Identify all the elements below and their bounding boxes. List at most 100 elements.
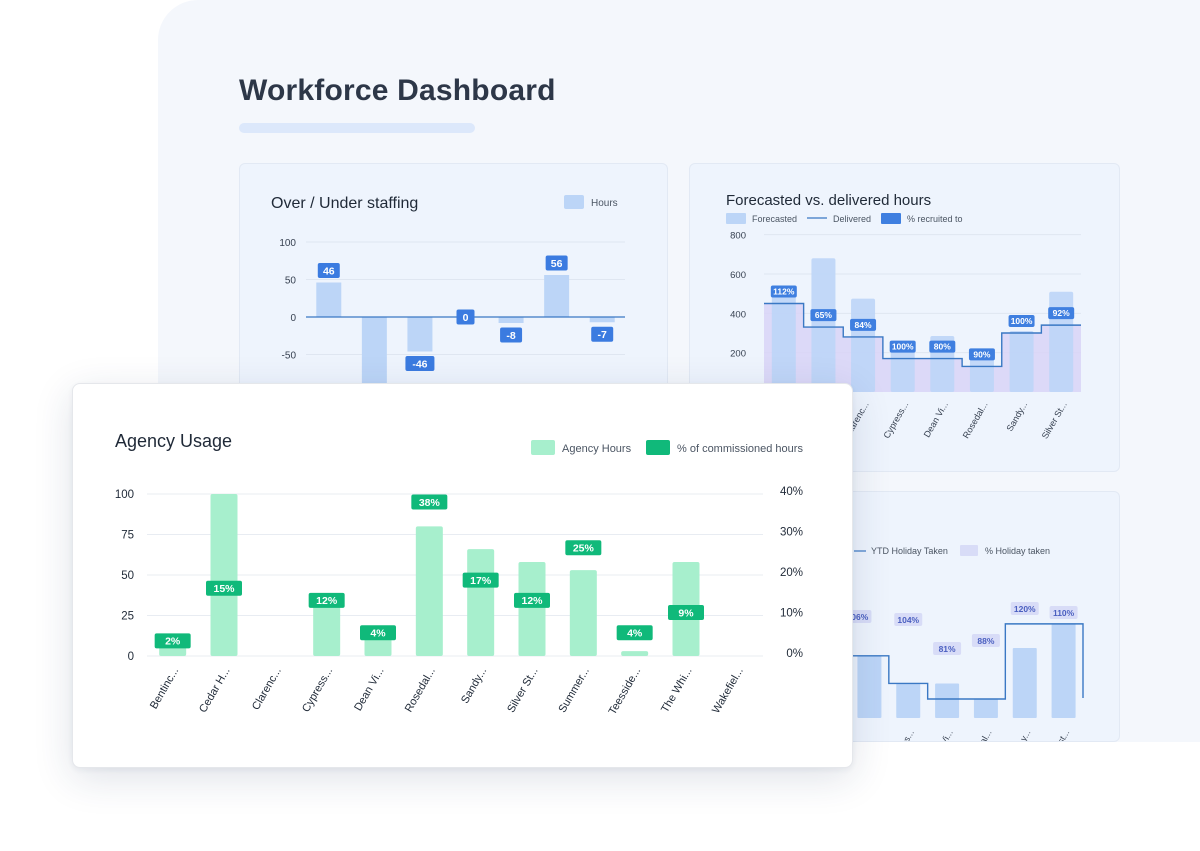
- agency-hours-bar: [467, 549, 495, 656]
- y-tick-left: 25: [121, 611, 134, 623]
- y-tick-right: 40%: [780, 486, 803, 498]
- staffing-data-label-bg: [500, 327, 523, 343]
- holiday-bar: [896, 683, 921, 718]
- staffing-chart: Over / Under staffing Hours 100 50 0 -50 46 -46…: [271, 195, 625, 392]
- holiday-pct-label: 110%: [1053, 608, 1075, 618]
- recruited-pct-label-bg: [929, 340, 956, 353]
- delivered-line: [764, 302, 1081, 368]
- x-tick-label: Clarenc...: [250, 666, 284, 713]
- commissioned-pct-label: 4%: [627, 628, 643, 640]
- staffing-data-label: -8: [506, 330, 515, 342]
- legend-holiday-swatch: [960, 545, 978, 556]
- forecasted-bar: [851, 298, 876, 392]
- x-tick-label: Dean Vi...: [922, 400, 950, 439]
- y-tick-label: 50: [285, 276, 297, 287]
- commissioned-pct-label-bg: [668, 605, 704, 621]
- staffing-data-label: 56: [551, 258, 563, 270]
- staffing-data-label-bg: [456, 309, 475, 325]
- x-tick-label: The Whi...: [659, 666, 694, 715]
- delivered-area: [764, 303, 1081, 392]
- commissioned-pct-label-bg: [462, 572, 499, 588]
- commissioned-pct-label-bg: [206, 580, 242, 596]
- x-tick-label: ...st...: [1052, 728, 1072, 742]
- recruited-pct-label-bg: [968, 348, 995, 361]
- legend-ytd-label: YTD Holiday Taken: [871, 546, 948, 556]
- commissioned-pct-label: 17%: [470, 575, 492, 587]
- legend-commissioned-label: % of commissioned hours: [677, 443, 803, 455]
- x-tick-label: ...ss...: [895, 728, 916, 742]
- commissioned-pct-label-bg: [308, 592, 345, 608]
- recruited-pct-label-bg: [889, 340, 916, 353]
- y-tick-label: 800: [730, 231, 746, 242]
- staffing-title: Over / Under staffing: [271, 195, 418, 212]
- x-tick-label: Rosedal...: [961, 400, 990, 440]
- staffing-data-label: -46: [412, 358, 427, 370]
- x-tick-label: Dean Vi...: [352, 666, 386, 714]
- agency-hours-bar: [210, 494, 238, 656]
- y-tick-right: 20%: [780, 567, 803, 579]
- holiday-bar: [1012, 648, 1037, 718]
- staffing-data-label: 0: [463, 312, 469, 324]
- holiday-pct-label-bg: [971, 634, 1000, 647]
- holiday-pct-label-bg: [894, 613, 923, 626]
- legend-hours-label: Hours: [591, 198, 618, 209]
- staffing-card: Over / Under staffing Hours 100 50 0 -50 46 -46…: [239, 163, 668, 393]
- holiday-pct-label-bg: [1049, 606, 1078, 619]
- y-tick-label: 200: [730, 349, 746, 360]
- staffing-bar: [498, 317, 524, 323]
- commissioned-pct-label-bg: [154, 633, 191, 649]
- staffing-data-label: 46: [323, 265, 335, 277]
- forecasted-bar: [1009, 331, 1034, 392]
- commissioned-pct-label: 25%: [573, 543, 595, 555]
- holiday-bar: [857, 655, 882, 718]
- agency-hours-bar: [415, 526, 443, 656]
- recruited-pct-label-bg: [850, 318, 877, 331]
- commissioned-pct-label: 38%: [419, 497, 441, 509]
- x-tick-label: Cypress...: [300, 666, 335, 715]
- recruited-pct-label: 100%: [1011, 316, 1033, 326]
- commissioned-pct-label: 2%: [165, 636, 181, 648]
- ytd-holiday-line: [850, 623, 1084, 700]
- holiday-bar: [935, 683, 960, 718]
- y-tick-left: 0: [128, 651, 134, 663]
- staffing-bar: [544, 275, 570, 317]
- agency-card: Agency Usage Agency Hours % of commissione…: [72, 383, 853, 768]
- holiday-bar: [1051, 623, 1076, 718]
- x-tick-label: Wakefiel...: [710, 666, 746, 716]
- staffing-data-label-bg: [591, 326, 614, 342]
- staffing-bar: [589, 317, 615, 323]
- x-tick-label: Teesside...: [607, 666, 644, 718]
- x-tick-label: ...n Vi...: [931, 728, 955, 742]
- legend-agency-hours-label: Agency Hours: [562, 443, 632, 455]
- legend-recruited-swatch: [881, 213, 901, 224]
- commissioned-pct-label-bg: [411, 494, 448, 510]
- legend-forecasted-label: Forecasted: [752, 214, 797, 224]
- forecasted-bar: [1049, 291, 1074, 392]
- holiday-pct-label: 120%: [1014, 604, 1036, 614]
- y-tick-right: 0%: [786, 648, 803, 660]
- staffing-data-label-bg: [317, 263, 340, 278]
- agency-chart: Agency Usage Agency Hours % of commissione…: [115, 431, 804, 718]
- x-tick-label: Sandy...: [459, 666, 489, 706]
- legend-delivered-label: Delivered: [833, 214, 871, 224]
- commissioned-pct-label-bg: [565, 540, 602, 556]
- x-tick-label: ...y...: [1014, 728, 1032, 742]
- recruited-pct-label: 90%: [973, 349, 990, 359]
- forecasted-bar: [890, 341, 915, 392]
- recruited-pct-label-bg: [1048, 307, 1075, 320]
- staffing-bar: [407, 317, 433, 352]
- y-tick-left: 50: [121, 570, 134, 582]
- y-tick-label: 0: [290, 313, 296, 324]
- y-tick-label: 600: [730, 270, 746, 281]
- agency-title: Agency Usage: [115, 431, 232, 451]
- holiday-chart: YTD Holiday Taken % Holiday taken 106% 104%…: [843, 545, 1084, 742]
- x-tick-label: Cypress...: [882, 400, 911, 440]
- holiday-bar: [973, 699, 998, 718]
- recruited-pct-label: 65%: [815, 310, 832, 320]
- holiday-pct-label: 104%: [897, 615, 919, 625]
- x-tick-label: Sandy...: [1004, 400, 1029, 433]
- holiday-pct-label: 81%: [939, 644, 956, 654]
- recruited-pct-label-bg: [770, 285, 797, 298]
- holiday-pct-label: 88%: [977, 636, 994, 646]
- forecast-chart: Forecasted vs. delivered hours Forecasted…: [726, 192, 1081, 441]
